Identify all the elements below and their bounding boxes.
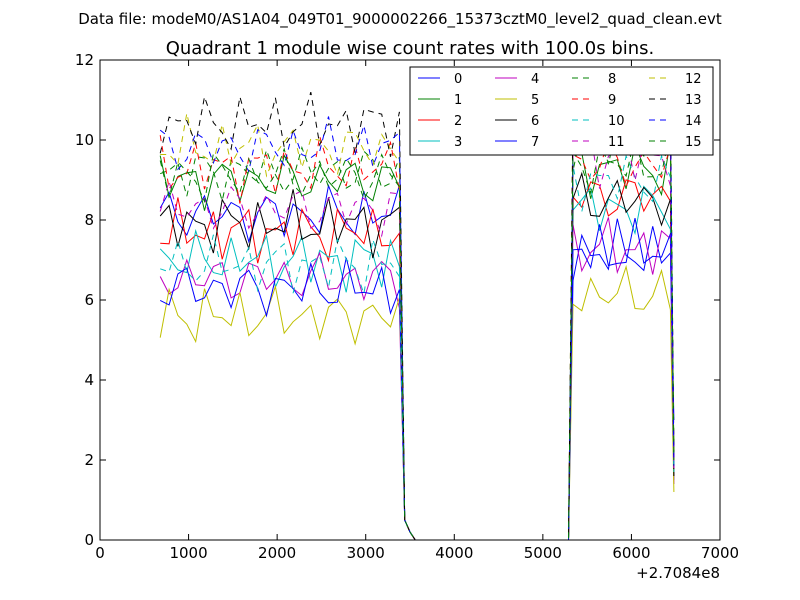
x-tick-label: 1000 xyxy=(169,544,207,562)
y-tick-label: 4 xyxy=(84,371,94,389)
x-tick-label: 5000 xyxy=(524,544,562,562)
y-tick-label: 0 xyxy=(84,531,94,549)
series-line-4 xyxy=(159,217,675,541)
series-line-12 xyxy=(160,97,675,541)
legend-label-0: 0 xyxy=(454,72,462,87)
y-tick-label: 6 xyxy=(84,291,94,309)
legend-label-2: 2 xyxy=(454,114,462,129)
legend-label-5: 5 xyxy=(531,93,539,108)
legend-box xyxy=(409,66,714,156)
series-line-5 xyxy=(159,264,675,541)
series-line-9 xyxy=(159,135,675,541)
legend-label-7: 7 xyxy=(531,135,539,150)
series-line-0 xyxy=(159,183,675,541)
legend-label-14: 14 xyxy=(685,114,702,129)
legend-label-4: 4 xyxy=(531,72,539,87)
legend-label-13: 13 xyxy=(685,93,702,108)
x-offset-label: +2.7084e8 xyxy=(636,564,720,582)
x-tick-label: 0 xyxy=(95,544,105,562)
legend-label-1: 1 xyxy=(454,93,462,108)
series-line-15 xyxy=(159,130,675,541)
series-line-1 xyxy=(159,140,675,541)
legend-label-3: 3 xyxy=(454,135,462,150)
series-line-2 xyxy=(160,179,675,541)
series-line-3 xyxy=(159,185,675,541)
x-tick-label: 7000 xyxy=(701,544,739,562)
legend-label-10: 10 xyxy=(608,114,625,129)
chart-title: Quadrant 1 module wise count rates with … xyxy=(166,38,655,59)
y-tick-label: 12 xyxy=(75,51,94,69)
legend-label-6: 6 xyxy=(531,114,539,129)
legend-label-15: 15 xyxy=(685,135,702,150)
y-tick-label: 2 xyxy=(84,451,94,469)
legend-label-11: 11 xyxy=(608,135,625,150)
series-line-10 xyxy=(160,154,675,541)
legend-label-9: 9 xyxy=(608,93,616,108)
series-line-6 xyxy=(159,171,675,541)
series-line-7 xyxy=(159,218,675,541)
legend-label-8: 8 xyxy=(608,72,616,87)
chart-suptitle: Data file: modeM0/AS1A04_049T01_90000022… xyxy=(78,10,722,29)
x-tick-label: 4000 xyxy=(435,544,473,562)
y-tick-label: 10 xyxy=(75,131,94,149)
x-tick-label: 6000 xyxy=(612,544,650,562)
x-tick-label: 2000 xyxy=(258,544,296,562)
legend-label-12: 12 xyxy=(685,72,702,87)
series-line-11 xyxy=(159,133,675,541)
y-tick-label: 8 xyxy=(84,211,94,229)
x-tick-label: 3000 xyxy=(347,544,385,562)
series-layer xyxy=(159,68,675,541)
series-line-8 xyxy=(160,106,675,541)
